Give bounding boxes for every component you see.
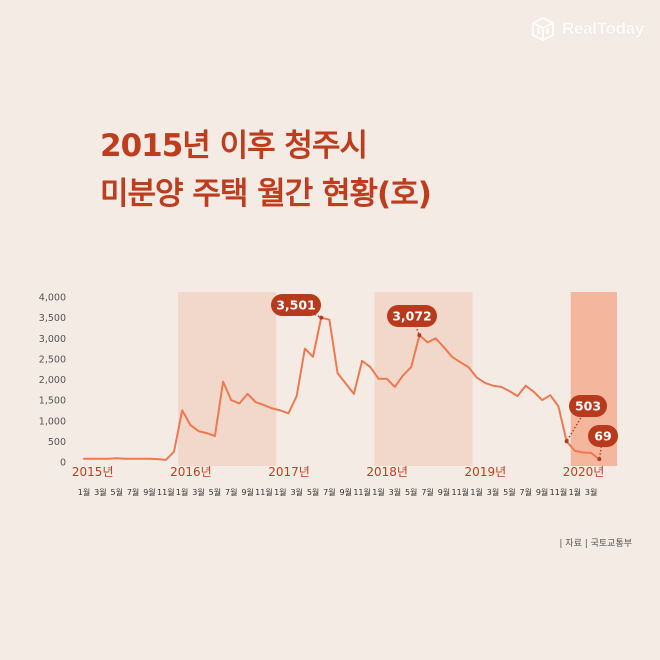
month-label: 5월	[405, 487, 417, 497]
month-label: 9월	[536, 487, 548, 497]
month-label: 11월	[550, 487, 568, 497]
month-label: 3월	[389, 487, 401, 497]
callout-label: 503	[575, 399, 601, 414]
month-label: 5월	[110, 487, 122, 497]
title-line-1: 2015년 이후 청주시	[100, 128, 368, 164]
series-line	[83, 316, 601, 461]
callout-bubble	[569, 395, 607, 417]
month-label: 3월	[585, 487, 597, 497]
month-label: 1월	[470, 487, 482, 497]
month-label: 5월	[503, 487, 515, 497]
year-band-2016년	[178, 292, 277, 466]
y-tick-label: 1,500	[39, 396, 66, 407]
year-label: 2016년	[170, 465, 212, 479]
callout-label: 69	[594, 429, 611, 444]
month-label: 5월	[307, 487, 319, 497]
month-label: 9월	[340, 487, 352, 497]
month-label: 3월	[94, 487, 106, 497]
month-label: 7월	[519, 487, 531, 497]
year-label: 2017년	[268, 465, 310, 479]
month-label: 11월	[157, 487, 175, 497]
callout-point	[417, 333, 422, 338]
brand-name: RealToday	[561, 19, 644, 38]
month-label: 1월	[372, 487, 384, 497]
month-label: 1월	[176, 487, 188, 497]
y-tick-label: 3,500	[39, 313, 66, 324]
callout-point	[319, 315, 324, 320]
callout-point	[597, 457, 602, 462]
month-label: 11월	[255, 487, 273, 497]
y-tick-label: 3,000	[39, 334, 66, 345]
title-line-2: 미분양 주택 월간 현황(호)	[100, 176, 432, 212]
y-tick-label: 0	[60, 458, 66, 469]
y-tick-label: 2,000	[39, 375, 66, 386]
callout-bubble	[271, 294, 321, 316]
month-label: 1월	[78, 487, 90, 497]
month-label: 9월	[143, 487, 155, 497]
callout-label: 3,072	[392, 309, 432, 324]
page-title: 2015년 이후 청주시 미분양 주택 월간 현황(호)	[100, 122, 432, 218]
month-label: 7월	[225, 487, 237, 497]
callout-bubble	[387, 305, 437, 327]
month-label: 7월	[323, 487, 335, 497]
month-label: 9월	[241, 487, 253, 497]
month-label: 5월	[209, 487, 221, 497]
month-label: 1월	[569, 487, 581, 497]
y-tick-label: 4,000	[39, 293, 66, 304]
callout-bubble	[588, 425, 618, 447]
y-tick-label: 1,000	[39, 416, 66, 427]
callout-point	[564, 439, 569, 444]
month-label: 3월	[192, 487, 204, 497]
month-label: 9월	[438, 487, 450, 497]
year-label: 2018년	[366, 465, 408, 479]
month-label: 7월	[421, 487, 433, 497]
source-note: | 자료 | 국토교통부	[559, 539, 632, 549]
callout-label: 3,501	[276, 298, 316, 313]
y-tick-label: 500	[48, 437, 66, 448]
month-label: 7월	[127, 487, 139, 497]
month-label: 3월	[290, 487, 302, 497]
month-label: 11월	[452, 487, 470, 497]
month-label: 11월	[353, 487, 371, 497]
year-label: 2019년	[465, 465, 507, 479]
cube-logo-icon	[531, 16, 554, 42]
year-label: 2015년	[72, 465, 114, 479]
brand-logo: RealToday	[530, 16, 644, 42]
month-label: 1월	[274, 487, 286, 497]
year-label: 2020년	[563, 465, 605, 479]
y-tick-label: 2,500	[39, 354, 66, 365]
month-label: 3월	[487, 487, 499, 497]
